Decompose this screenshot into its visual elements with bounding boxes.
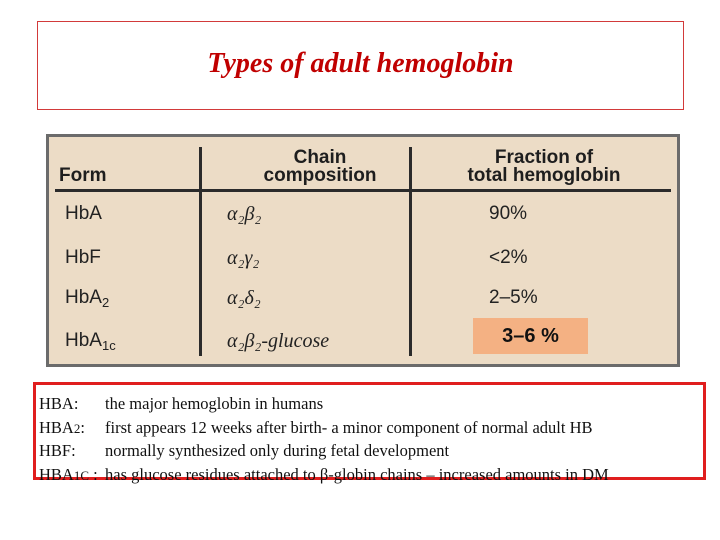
definition-text: first appears 12 weeks after birth- a mi… [105,417,593,437]
header-chain-line2: composition [263,165,377,186]
header-chain: Chain composition [215,147,425,186]
definition-row: HBA2: first appears 12 weeks after birth… [39,417,703,441]
definition-row: HBA1C : has glucose residues attached to… [39,464,703,488]
header-fraction: Fraction of total hemoglobin [419,147,669,186]
row-hbf-chain: α₂γ₂ [227,247,260,269]
header-chain-line1: Chain [293,147,347,168]
row-hbf-form: HbF [65,247,101,268]
row-hba2-form: HbA2 [65,287,110,310]
definition-text: has glucose residues attached to β-globi… [105,464,609,484]
row-hba1c-chain: α₂β₂-glucose [227,330,330,352]
row-hbf-fraction: <2% [489,247,528,268]
definitions-box: HBA: the major hemoglobin in humans HBA2… [33,382,706,484]
header-fraction-line2: total hemoglobin [467,165,621,186]
hba1c-fraction-highlight: 3–6 % [473,318,588,354]
row-hba-fraction: 90% [489,203,528,224]
header-form: Form [59,165,107,186]
column-divider-1 [199,147,202,356]
header-fraction-line1: Fraction of [494,147,594,168]
slide-title: Types of adult hemoglobin [207,47,514,79]
definition-row: HBF: normally synthesized only during fe… [39,440,703,464]
definition-text: normally synthesized only during fetal d… [105,441,450,460]
row-hba2-chain: α₂δ₂ [227,287,261,309]
definition-row: HBA: the major hemoglobin in humans [39,393,703,417]
row-hba2-fraction: 2–5% [489,287,538,308]
definition-term: HBA1C : [39,464,98,484]
definition-term: HBF: [39,441,76,460]
header-divider [55,189,671,192]
row-hba1c-form: HbA1c [65,330,116,353]
definition-term: HBA: [39,394,79,413]
row-hba-form: HbA [65,203,102,224]
row-hba-chain: α₂β₂ [227,203,262,225]
definition-text: the major hemoglobin in humans [105,394,324,413]
title-box: Types of adult hemoglobin [37,21,684,110]
definition-term: HBA2: [39,417,85,437]
column-divider-2 [409,147,412,356]
hemoglobin-table: Form Chain composition Fraction of total… [46,134,680,367]
